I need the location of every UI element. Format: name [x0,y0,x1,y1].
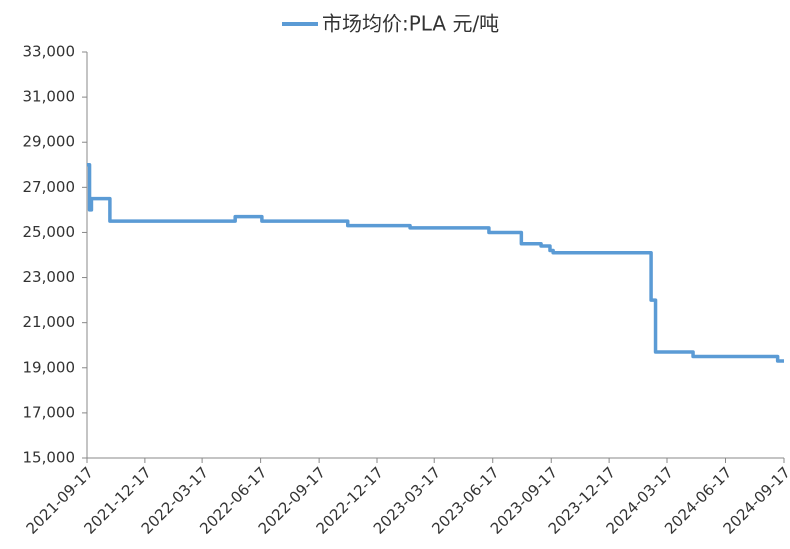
y-tick-label: 15,000 [23,449,76,467]
legend-label: 市场均价:PLA 元/吨 [322,12,499,36]
y-tick-label: 25,000 [23,223,76,241]
series-line [87,163,784,363]
y-tick-label: 23,000 [23,268,76,286]
y-tick-label: 33,000 [23,43,76,61]
y-tick-label: 19,000 [23,358,76,376]
y-tick-label: 27,000 [23,178,76,196]
y-tick-label: 29,000 [23,133,76,151]
y-tick-label: 17,000 [23,403,76,421]
y-tick-label: 21,000 [23,313,76,331]
y-tick-label: 31,000 [23,88,76,106]
